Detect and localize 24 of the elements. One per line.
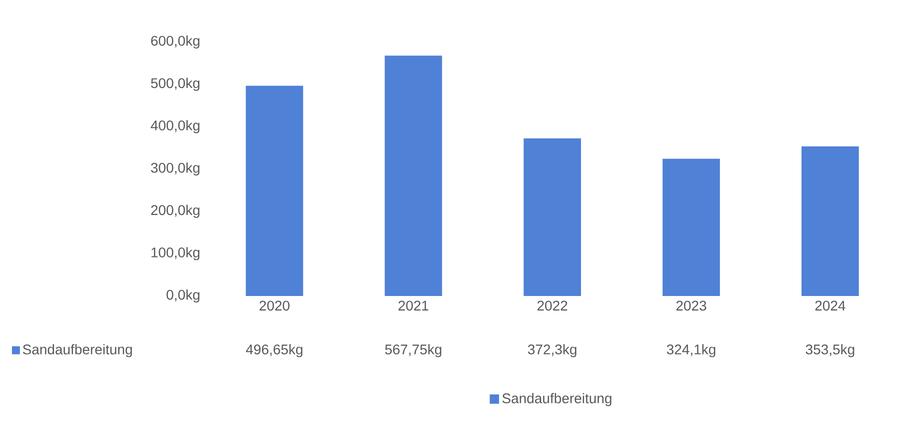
x-tick-label: 2021 (398, 300, 428, 311)
x-tick-label: 2023 (676, 300, 706, 311)
x-tick-label: 2024 (815, 300, 846, 311)
y-tick-label: 600,0kg (151, 35, 200, 49)
y-tick-label: 400,0kg (150, 120, 200, 134)
legend-label: Sandaufbereitung (502, 393, 612, 406)
y-tick-label: 100,0kg (152, 247, 200, 260)
y-tick-label: 500,0kg (151, 78, 200, 91)
data-label: 372,3kg (528, 344, 576, 358)
bar (524, 138, 581, 296)
data-label: 324,1kg (666, 344, 716, 358)
y-tick-label: 0,0kg (166, 289, 200, 303)
bar (802, 146, 859, 296)
x-tick-label: 2020 (260, 300, 290, 311)
data-label: 567,75kg (385, 344, 442, 358)
bar (662, 158, 720, 296)
x-tick-label: 2022 (537, 300, 568, 311)
text: Sandaufbereitung (22, 344, 132, 358)
y-tick-label: 200,0kg (151, 204, 200, 218)
bar (384, 56, 442, 296)
data-label: 353,5kg (806, 344, 854, 358)
bar (246, 86, 304, 296)
y-tick-label: 300,0kg (151, 162, 200, 176)
data-label: 496,65kg (246, 344, 302, 358)
